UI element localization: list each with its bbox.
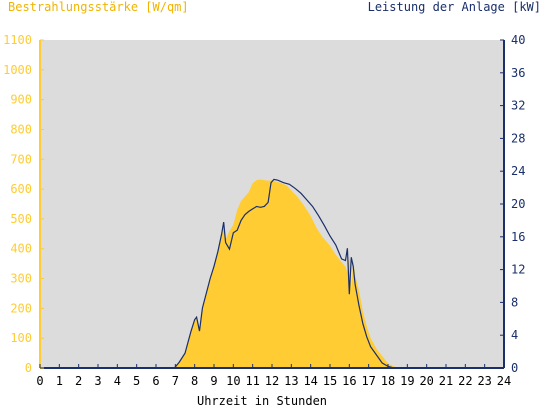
x-tick-label: 12 bbox=[265, 374, 279, 388]
left-tick-label: 100 bbox=[10, 331, 32, 345]
x-tick-label: 5 bbox=[133, 374, 140, 388]
x-tick-label: 21 bbox=[439, 374, 453, 388]
right-tick-label: 36 bbox=[511, 66, 525, 80]
x-tick-label: 14 bbox=[303, 374, 317, 388]
left-axis-title: Bestrahlungsstärke [W/qm] bbox=[8, 0, 189, 14]
x-tick-label: 3 bbox=[94, 374, 101, 388]
left-axis-ticks: 0 100 200 300 400 500 600 700 800 900 1000 1100 bbox=[3, 33, 44, 375]
right-tick-label: 32 bbox=[511, 99, 525, 113]
x-tick-label: 20 bbox=[419, 374, 433, 388]
left-tick-label: 800 bbox=[10, 122, 32, 136]
left-tick-label: 1000 bbox=[3, 63, 32, 77]
x-tick-label: 0 bbox=[36, 374, 43, 388]
right-tick-label: 40 bbox=[511, 33, 525, 47]
x-tick-label: 24 bbox=[497, 374, 511, 388]
x-tick-label: 1 bbox=[56, 374, 63, 388]
left-tick-label: 900 bbox=[10, 93, 32, 107]
right-tick-label: 12 bbox=[511, 263, 525, 277]
x-tick-label: 22 bbox=[458, 374, 472, 388]
series-irradiance-area bbox=[40, 179, 504, 368]
left-tick-label: 700 bbox=[10, 152, 32, 166]
left-tick-label: 1100 bbox=[3, 33, 32, 47]
left-tick-label: 400 bbox=[10, 242, 32, 256]
right-axis-title: Leistung der Anlage [kW] bbox=[368, 0, 541, 14]
x-tick-label: 9 bbox=[210, 374, 217, 388]
left-tick-label: 200 bbox=[10, 301, 32, 315]
right-tick-label: 0 bbox=[511, 361, 518, 375]
x-tick-label: 11 bbox=[245, 374, 259, 388]
left-tick-label: 500 bbox=[10, 212, 32, 226]
right-axis-ticks: 0 4 8 12 16 20 24 28 32 36 40 bbox=[500, 33, 525, 375]
right-tick-label: 20 bbox=[511, 197, 525, 211]
x-tick-label: 13 bbox=[284, 374, 298, 388]
x-tick-label: 17 bbox=[361, 374, 375, 388]
x-tick-label: 18 bbox=[381, 374, 395, 388]
x-tick-label: 15 bbox=[323, 374, 337, 388]
x-tick-label: 4 bbox=[114, 374, 121, 388]
x-tick-label: 8 bbox=[191, 374, 198, 388]
left-tick-label: 600 bbox=[10, 182, 32, 196]
x-axis-ticks: 0 1 2 3 4 5 6 7 8 9 10 11 12 13 14 15 16 17 18 19 20 21 22 23 24 bbox=[36, 364, 511, 388]
right-tick-label: 4 bbox=[511, 328, 518, 342]
x-tick-label: 23 bbox=[477, 374, 491, 388]
left-tick-label: 0 bbox=[25, 361, 32, 375]
x-tick-label: 2 bbox=[75, 374, 82, 388]
right-tick-label: 8 bbox=[511, 295, 518, 309]
series-power-line bbox=[40, 178, 504, 369]
x-tick-label: 16 bbox=[342, 374, 356, 388]
x-tick-label: 10 bbox=[226, 374, 240, 388]
x-tick-label: 7 bbox=[172, 374, 179, 388]
x-tick-label: 6 bbox=[152, 374, 159, 388]
left-tick-label: 300 bbox=[10, 272, 32, 286]
x-tick-label: 19 bbox=[400, 374, 414, 388]
right-tick-label: 16 bbox=[511, 230, 525, 244]
x-axis-label: Uhrzeit in Stunden bbox=[197, 394, 327, 408]
right-tick-label: 28 bbox=[511, 131, 525, 145]
right-tick-label: 24 bbox=[511, 164, 525, 178]
